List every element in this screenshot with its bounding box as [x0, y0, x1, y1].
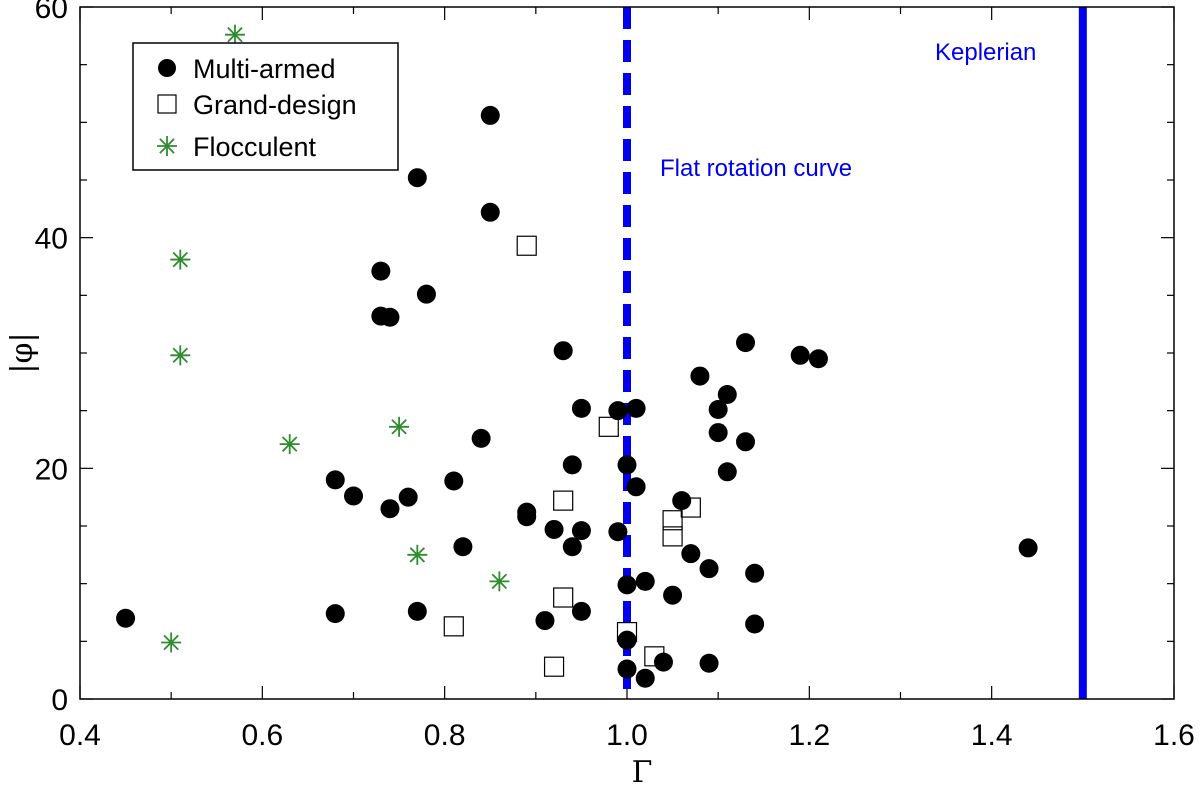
y-tick-label: 0: [51, 684, 68, 717]
x-axis-title: Γ: [632, 755, 653, 787]
point-multi-armed: [380, 499, 400, 519]
point-multi-armed: [608, 401, 628, 421]
point-grand-design: [662, 526, 683, 547]
point-multi-armed: [416, 284, 436, 304]
point-grand-design: [662, 510, 683, 531]
reference-lines: [623, 7, 1087, 699]
data-points: [116, 24, 1038, 688]
x-tick-label: 1.4: [971, 719, 1013, 752]
point-grand-design: [616, 622, 638, 643]
point-multi-armed: [553, 341, 573, 361]
point-multi-armed: [635, 571, 655, 591]
point-multi-armed: [617, 659, 637, 679]
point-multi-armed: [608, 522, 628, 542]
point-multi-armed: [635, 668, 655, 688]
point-multi-armed: [690, 366, 710, 386]
point-multi-armed: [371, 261, 391, 281]
legend-marker-grand-design: [157, 94, 177, 114]
point-flocculent: [170, 249, 191, 270]
point-multi-armed: [325, 470, 345, 490]
point-multi-armed: [544, 519, 564, 539]
y-tick-label: 20: [35, 453, 68, 486]
point-multi-armed: [571, 521, 591, 541]
point-multi-armed: [717, 462, 737, 482]
legend-marker-multi-armed: [158, 59, 176, 77]
x-tick-label: 1.6: [1153, 719, 1195, 752]
flat-rotation-curve-label: Flat rotation curve: [660, 155, 852, 182]
y-axis-title: |φ|: [5, 332, 40, 373]
point-multi-armed: [562, 537, 582, 557]
point-multi-armed: [480, 105, 500, 125]
point-flocculent: [161, 632, 182, 653]
point-multi-armed: [571, 398, 591, 418]
legend-marker-flocculent: [157, 136, 177, 156]
point-multi-armed: [571, 601, 591, 621]
point-multi-armed: [562, 455, 582, 475]
x-tick-label: 0.8: [424, 719, 466, 752]
point-multi-armed: [717, 385, 737, 405]
legend-label-flocculent: Flocculent: [193, 132, 317, 162]
legend-asterisk-glyph: [157, 136, 177, 156]
y-tick-label: 60: [35, 0, 68, 25]
point-multi-armed: [344, 486, 363, 506]
point-multi-armed: [736, 333, 756, 353]
point-multi-armed: [444, 471, 464, 491]
point-grand-design: [443, 616, 464, 637]
point-grand-design: [516, 235, 537, 256]
point-multi-armed: [471, 428, 491, 448]
legend-label-multi-armed: Multi-armed: [193, 54, 336, 84]
point-multi-armed: [617, 575, 637, 595]
point-flocculent: [170, 345, 191, 366]
point-multi-armed: [617, 630, 637, 650]
point-multi-armed: [453, 537, 473, 557]
point-multi-armed: [407, 601, 427, 621]
point-multi-armed: [699, 653, 719, 673]
x-tick-label: 0.6: [241, 719, 283, 752]
point-grand-design: [680, 497, 701, 518]
point-multi-armed: [517, 507, 537, 527]
point-multi-armed: [708, 423, 728, 443]
point-multi-armed: [407, 168, 427, 188]
legend: Multi-armed Grand-design Flocculent: [132, 42, 399, 171]
point-multi-armed: [116, 608, 136, 628]
x-tick-label: 1.0: [606, 719, 648, 752]
point-grand-design: [598, 416, 619, 437]
point-multi-armed: [699, 559, 719, 579]
point-multi-armed: [745, 614, 765, 634]
point-flocculent: [407, 544, 428, 565]
point-multi-armed: [736, 432, 756, 452]
point-multi-armed: [325, 604, 345, 624]
point-multi-armed: [626, 398, 646, 418]
point-multi-armed: [790, 345, 810, 365]
point-flocculent: [279, 434, 300, 455]
point-grand-design: [553, 587, 574, 608]
y-tick-label: 40: [35, 223, 68, 256]
point-multi-armed: [380, 307, 400, 327]
x-tick-label: 1.2: [788, 719, 830, 752]
x-tick-label: 0.4: [59, 719, 101, 752]
point-multi-armed: [663, 585, 683, 605]
point-flocculent: [389, 416, 410, 437]
point-grand-design: [543, 656, 565, 677]
point-multi-armed: [808, 349, 828, 369]
point-multi-armed: [1018, 538, 1038, 558]
point-grand-design: [644, 646, 665, 667]
point-multi-armed: [535, 611, 555, 631]
point-multi-armed: [745, 563, 765, 583]
point-multi-armed: [681, 544, 701, 564]
point-multi-armed: [617, 455, 637, 475]
tick-labels: 0.4 0.6 0.8 1.0 1.2 1.4 1.6 0 20 40 60: [35, 0, 1195, 752]
plot-frame: [79, 6, 1175, 700]
point-flocculent: [224, 24, 245, 45]
legend-box: [132, 42, 399, 171]
point-multi-armed: [626, 477, 646, 497]
legend-label-grand-design: Grand-design: [193, 90, 357, 120]
point-flocculent: [489, 571, 510, 592]
keplerian-label: Keplerian: [935, 39, 1036, 66]
point-multi-armed: [398, 487, 418, 507]
point-multi-armed: [480, 202, 500, 222]
point-grand-design: [553, 490, 574, 511]
point-multi-armed: [708, 400, 728, 420]
